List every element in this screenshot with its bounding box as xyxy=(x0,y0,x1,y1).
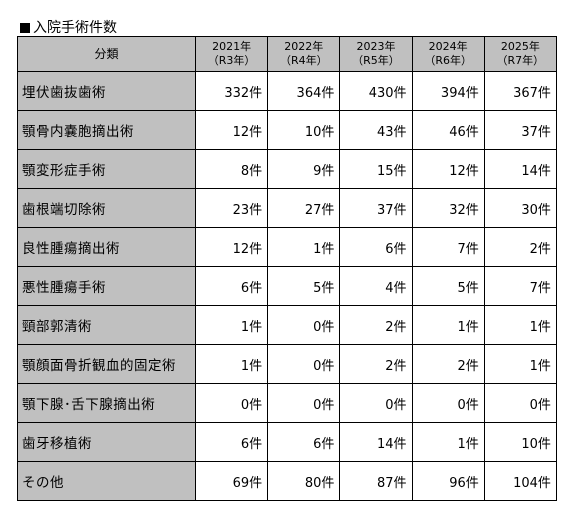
row-category-name: 悪性腫瘍手術 xyxy=(17,266,196,306)
table-row: 顎変形症手術 8件 9件 15件 12件 14件 xyxy=(17,149,557,189)
count-cell: 9件 xyxy=(267,149,341,189)
header-year-label: 2023年 xyxy=(356,40,396,53)
count-cell: 6件 xyxy=(339,227,413,267)
row-category-name: 顎変形症手術 xyxy=(17,149,196,189)
count-cell: 1件 xyxy=(194,344,269,384)
count-cell: 30件 xyxy=(483,188,557,228)
header-era-label: （R4年） xyxy=(279,54,328,67)
header-year-label: 2024年 xyxy=(428,40,468,53)
count-cell: 32件 xyxy=(411,188,485,228)
count-cell: 1件 xyxy=(483,305,557,345)
header-year: 2022年 （R4年） xyxy=(267,36,341,72)
table-row: 顎骨内嚢胞摘出術 12件 10件 43件 46件 37件 xyxy=(17,110,557,150)
count-cell: 1件 xyxy=(194,305,269,345)
header-era-label: （R5年） xyxy=(352,54,400,67)
table-row: 悪性腫瘍手術 6件 5件 4件 5件 7件 xyxy=(17,266,557,306)
count-cell: 0件 xyxy=(339,383,413,423)
count-cell: 7件 xyxy=(411,227,485,267)
count-cell: 43件 xyxy=(339,110,413,150)
count-cell: 367件 xyxy=(483,71,557,111)
count-cell: 37件 xyxy=(483,110,557,150)
count-cell: 10件 xyxy=(267,110,341,150)
count-cell: 0件 xyxy=(267,305,341,345)
count-cell: 394件 xyxy=(411,71,485,111)
count-cell: 6件 xyxy=(194,266,269,306)
count-cell: 46件 xyxy=(411,110,485,150)
table-row: 顎下腺･舌下腺摘出術 0件 0件 0件 0件 0件 xyxy=(17,383,557,423)
header-year: 2023年 （R5年） xyxy=(339,36,413,72)
table-row: 埋伏歯抜歯術 332件 364件 430件 394件 367件 xyxy=(17,71,557,111)
count-cell: 2件 xyxy=(411,344,485,384)
count-cell: 364件 xyxy=(267,71,341,111)
table-row: 良性腫瘍摘出術 12件 1件 6件 7件 2件 xyxy=(17,227,557,267)
count-cell: 0件 xyxy=(267,344,341,384)
count-cell: 27件 xyxy=(267,188,341,228)
count-cell: 14件 xyxy=(339,422,413,462)
count-cell: 104件 xyxy=(483,461,557,501)
header-year-label: 2025年 xyxy=(500,40,540,53)
row-category-name: 顎顔面骨折観血的固定術 xyxy=(17,344,196,384)
count-cell: 0件 xyxy=(411,383,485,423)
header-year: 2021年 （R3年） xyxy=(194,36,269,72)
table-row: 歯根端切除術 23件 27件 37件 32件 30件 xyxy=(17,188,557,228)
table-row: その他 69件 80件 87件 96件 104件 xyxy=(17,461,557,501)
row-category-name: 顎骨内嚢胞摘出術 xyxy=(17,110,196,150)
count-cell: 10件 xyxy=(483,422,557,462)
count-cell: 1件 xyxy=(267,227,341,267)
table-row: 歯牙移植術 6件 6件 14件 1件 10件 xyxy=(17,422,557,462)
count-cell: 5件 xyxy=(411,266,485,306)
count-cell: 332件 xyxy=(194,71,269,111)
count-cell: 69件 xyxy=(194,461,269,501)
count-cell: 2件 xyxy=(339,305,413,345)
header-year: 2024年 （R6年） xyxy=(411,36,485,72)
count-cell: 430件 xyxy=(339,71,413,111)
header-era-label: （R3年） xyxy=(207,54,256,67)
count-cell: 1件 xyxy=(411,305,485,345)
table-row: 頸部郭清術 1件 0件 2件 1件 1件 xyxy=(17,305,557,345)
row-category-name: 埋伏歯抜歯術 xyxy=(17,71,196,111)
row-category-name: 歯牙移植術 xyxy=(17,422,196,462)
row-category-name: その他 xyxy=(17,461,196,501)
count-cell: 12件 xyxy=(194,110,269,150)
count-cell: 12件 xyxy=(194,227,269,267)
table-title-text: 入院手術件数 xyxy=(33,20,117,36)
header-year: 2025年 （R7年） xyxy=(483,36,557,72)
count-cell: 5件 xyxy=(267,266,341,306)
surgery-count-table: 分類 2021年 （R3年） 2022年 （R4年） 2023年 （R5年） 2024… xyxy=(17,36,557,501)
count-cell: 7件 xyxy=(483,266,557,306)
table-title: 入院手術件数 xyxy=(20,20,117,36)
row-category-name: 良性腫瘍摘出術 xyxy=(17,227,196,267)
count-cell: 6件 xyxy=(194,422,269,462)
count-cell: 8件 xyxy=(194,149,269,189)
row-category-name: 顎下腺･舌下腺摘出術 xyxy=(17,383,196,423)
count-cell: 1件 xyxy=(411,422,485,462)
count-cell: 37件 xyxy=(339,188,413,228)
header-era-label: （R6年） xyxy=(424,54,472,67)
count-cell: 14件 xyxy=(483,149,557,189)
header-category: 分類 xyxy=(17,36,196,72)
count-cell: 0件 xyxy=(194,383,269,423)
header-year-label: 2021年 xyxy=(212,40,252,53)
square-bullet-icon xyxy=(20,23,30,33)
count-cell: 4件 xyxy=(339,266,413,306)
row-category-name: 頸部郭清術 xyxy=(17,305,196,345)
header-era-label: （R7年） xyxy=(496,54,545,67)
count-cell: 96件 xyxy=(411,461,485,501)
count-cell: 87件 xyxy=(339,461,413,501)
row-category-name: 歯根端切除術 xyxy=(17,188,196,228)
count-cell: 1件 xyxy=(483,344,557,384)
count-cell: 15件 xyxy=(339,149,413,189)
count-cell: 12件 xyxy=(411,149,485,189)
header-row: 分類 2021年 （R3年） 2022年 （R4年） 2023年 （R5年） 2024… xyxy=(17,36,557,72)
count-cell: 0件 xyxy=(267,383,341,423)
count-cell: 6件 xyxy=(267,422,341,462)
count-cell: 0件 xyxy=(483,383,557,423)
table-row: 顎顔面骨折観血的固定術 1件 0件 2件 2件 1件 xyxy=(17,344,557,384)
header-year-label: 2022年 xyxy=(284,40,324,53)
count-cell: 2件 xyxy=(483,227,557,267)
count-cell: 2件 xyxy=(339,344,413,384)
count-cell: 23件 xyxy=(194,188,269,228)
count-cell: 80件 xyxy=(267,461,341,501)
